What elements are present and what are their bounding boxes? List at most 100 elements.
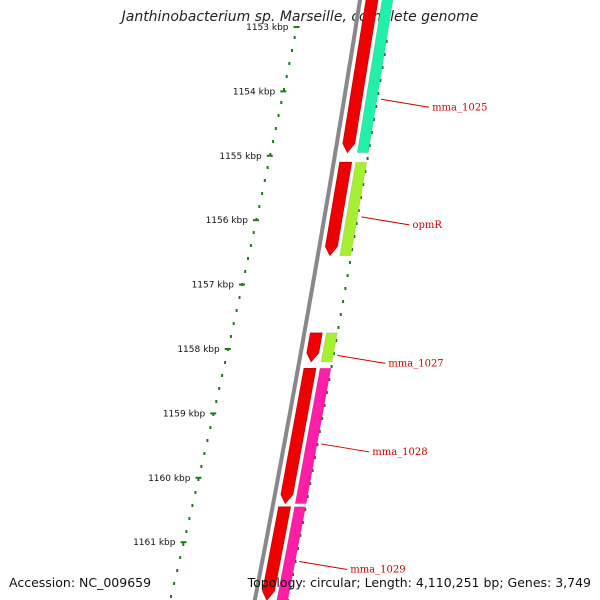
feature-ring-dot xyxy=(344,287,347,290)
ruler-dot xyxy=(212,413,215,416)
feature-leader-line xyxy=(299,560,348,570)
feature-ring-dot xyxy=(328,378,331,381)
cds-arrow xyxy=(306,332,323,363)
ruler-dot xyxy=(232,322,235,325)
ruler-tick-label: 1153 kbp xyxy=(246,23,289,33)
ruler-dot xyxy=(182,543,185,546)
feature-label: opmR xyxy=(412,220,442,231)
feature-ring-dot xyxy=(360,196,362,199)
cog-feature xyxy=(339,161,368,256)
feature-ring-dot xyxy=(309,482,312,485)
ruler-tick-label: 1161 kbp xyxy=(133,538,176,548)
ruler-dot xyxy=(173,582,176,585)
ruler-dot xyxy=(280,101,283,104)
feature-ring-dot xyxy=(325,391,328,394)
cog-feature xyxy=(356,0,394,153)
feature-ring-dot xyxy=(332,352,335,355)
feature-ring-dot xyxy=(381,66,384,69)
feature-ring-dot xyxy=(294,560,297,563)
ruler-dot xyxy=(206,439,209,442)
feature-ring-dot xyxy=(318,430,321,433)
feature-ring-dot xyxy=(311,469,314,472)
feature-ring-dot xyxy=(289,586,292,589)
ruler-dot xyxy=(191,504,194,507)
ruler-dot xyxy=(244,270,247,273)
ruler-dot xyxy=(197,478,200,481)
feature-label: mma_1028 xyxy=(372,447,427,458)
ruler-dot xyxy=(291,49,293,52)
ruler-dot xyxy=(285,75,288,78)
ruler-tick-label: 1157 kbp xyxy=(192,281,235,291)
ruler-tick-label: 1156 kbp xyxy=(206,216,249,226)
feature-leader-line xyxy=(361,216,410,226)
feature-ring-dot xyxy=(306,495,309,498)
ruler-dot xyxy=(224,361,227,364)
feature-ring-dot xyxy=(335,339,338,342)
feature-label: mma_1027 xyxy=(388,358,443,369)
feature-ring-dot xyxy=(385,40,388,43)
ruler-dot xyxy=(283,88,285,91)
feature-ring-dot xyxy=(299,534,302,537)
ruler-dot xyxy=(261,192,264,195)
feature-ring-dot xyxy=(379,79,382,82)
feature-leader-line xyxy=(337,354,386,364)
ruler-tick-label: 1160 kbp xyxy=(148,474,191,484)
ruler-dot xyxy=(176,569,179,572)
cds-arrow xyxy=(325,161,353,257)
ruler-dot xyxy=(258,205,261,208)
ruler-dot xyxy=(288,62,291,65)
feature-ring-dot xyxy=(368,144,371,147)
ruler-dot xyxy=(218,387,221,390)
ruler-dot xyxy=(200,465,203,468)
feature-ring-dot xyxy=(330,365,333,368)
cds-arrow xyxy=(342,0,379,154)
feature-ring-dot xyxy=(323,404,326,407)
accession-label: Accession: NC_009659 xyxy=(9,575,152,590)
ruler-dot xyxy=(238,296,241,299)
genome-summary: Topology: circular; Length: 4,110,251 bp… xyxy=(247,575,591,590)
feature-ring-dot xyxy=(342,300,345,303)
ruler-dot xyxy=(277,114,280,117)
feature-leader-line xyxy=(381,98,430,108)
ruler-dot xyxy=(209,426,212,429)
ruler-dot xyxy=(274,127,277,130)
ruler-tick-label: 1158 kbp xyxy=(177,345,220,355)
cog-feature xyxy=(276,506,306,600)
feature-ring-dot xyxy=(316,443,319,446)
feature-ring-dot xyxy=(337,326,340,329)
ruler-dot xyxy=(263,179,266,182)
feature-ring-dot xyxy=(377,92,380,95)
ruler-dot xyxy=(170,595,172,598)
ruler-dot xyxy=(247,257,249,260)
cds-arrow xyxy=(280,367,317,505)
ruler-dot xyxy=(269,153,272,156)
ruler-dot xyxy=(249,244,252,247)
ruler-dot xyxy=(215,400,218,403)
feature-ring-dot xyxy=(373,118,375,121)
ruler-tick-label: 1154 kbp xyxy=(233,87,276,97)
ruler-dot xyxy=(229,335,232,338)
feature-ring-dot xyxy=(383,53,386,56)
ruler-tick-label: 1155 kbp xyxy=(219,152,262,162)
ruler-dot xyxy=(221,374,224,377)
feature-leader-line xyxy=(321,443,370,453)
ruler-dot xyxy=(235,309,238,312)
feature-ring-dot xyxy=(314,456,316,459)
ruler-tick-label: 1159 kbp xyxy=(163,409,206,419)
feature-ring-dot xyxy=(362,183,365,186)
feature-ring-dot xyxy=(375,105,378,108)
cds-arrow xyxy=(262,506,291,600)
ruler-dot xyxy=(203,452,206,455)
feature-ring-dot xyxy=(370,131,373,134)
feature-ring-dot xyxy=(366,157,369,160)
feature-ring-dot xyxy=(339,313,342,316)
feature-ring-dot xyxy=(351,248,354,251)
ruler-dot xyxy=(194,491,197,494)
cog-feature xyxy=(294,367,332,504)
backbone-track xyxy=(252,0,363,600)
feature-ring-dot xyxy=(297,547,299,550)
ruler-dot xyxy=(266,166,269,169)
ruler-dot xyxy=(272,140,275,143)
feature-ring-dot xyxy=(357,209,360,212)
